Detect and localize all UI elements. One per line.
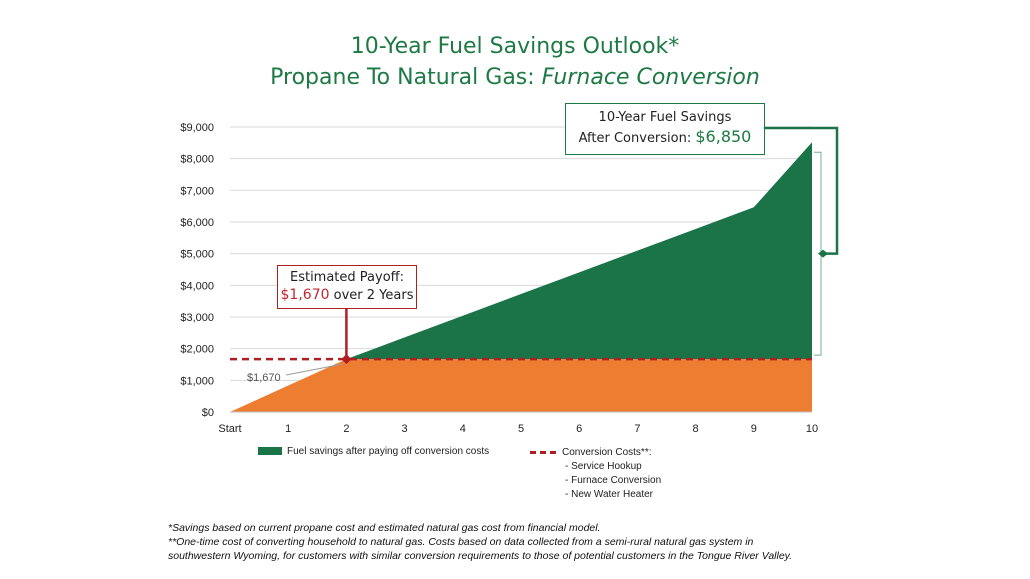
y-tick-label: $8,000 <box>180 154 214 166</box>
x-tick-label: 2 <box>343 423 349 435</box>
savings-callout-line1: 10-Year Fuel Savings <box>598 110 732 125</box>
x-tick-label: Start <box>218 423 241 435</box>
payoff-value-label: $1,670 <box>247 372 281 384</box>
payoff-amount: $1,670 <box>280 287 330 303</box>
legend-item-conversion-costs: Conversion Costs**: - Service Hookup - F… <box>530 446 661 502</box>
payoff-label-leader <box>285 363 343 376</box>
savings-connector-marker <box>818 249 828 258</box>
x-tick-label: 10 <box>806 423 818 435</box>
legend-subitem: - Service Hookup <box>565 461 642 472</box>
payoff-callout-line1: Estimated Payoff: <box>289 270 404 285</box>
x-tick-label: 3 <box>402 423 408 435</box>
footnotes: *Savings based on current propane cost a… <box>168 521 868 563</box>
footnote-3: southwestern Wyoming, for customers with… <box>168 550 793 562</box>
series-area-conversion-costs <box>230 359 812 412</box>
y-tick-label: $4,000 <box>180 280 214 292</box>
x-tick-label: 1 <box>285 423 291 435</box>
savings-callout-prefix: After Conversion: <box>578 131 696 146</box>
chart-title: 10-Year Fuel Savings Outlook* <box>350 34 680 59</box>
legend-subitem: - Furnace Conversion <box>565 475 662 486</box>
y-tick-label: $2,000 <box>180 344 214 356</box>
y-tick-label: $3,000 <box>180 312 214 324</box>
total-savings-callout: 10-Year Fuel Savings After Conversion: $… <box>565 103 765 155</box>
x-tick-label: 6 <box>576 423 582 435</box>
subtitle-italic: Furnace Conversion <box>541 65 760 90</box>
savings-callout-line2: After Conversion: $6,850 <box>566 127 764 146</box>
x-tick-label: 7 <box>634 423 640 435</box>
footnote-1: *Savings based on current propane cost a… <box>168 522 601 534</box>
chart-subtitle: Propane To Natural Gas: Furnace Conversi… <box>0 65 1030 90</box>
legend-subitem: - New Water Heater <box>565 489 653 500</box>
y-tick-label: $1,000 <box>180 375 214 387</box>
y-tick-label: $5,000 <box>180 249 214 261</box>
legend-item-fuel-savings: Fuel savings after paying off conversion… <box>258 446 489 457</box>
legend-swatch-green <box>258 447 282 456</box>
payoff-callout-line2: $1,670 over 2 Years <box>278 287 416 303</box>
savings-connector <box>764 126 839 255</box>
x-tick-label: 5 <box>518 423 524 435</box>
x-tick-label: 4 <box>460 423 466 435</box>
legend-dash-red <box>530 450 556 454</box>
savings-amount: $6,850 <box>695 127 752 146</box>
footnote-2: **One-time cost of converting household … <box>168 536 754 548</box>
payoff-callout: Estimated Payoff: $1,670 over 2 Years <box>277 265 417 309</box>
payoff-marker <box>341 354 352 365</box>
x-tick-label: 9 <box>751 423 757 435</box>
x-tick-label: 8 <box>693 423 699 435</box>
payoff-suffix: over 2 Years <box>329 288 414 303</box>
legend-label-fuel-savings: Fuel savings after paying off conversion… <box>287 446 490 457</box>
y-tick-label: $6,000 <box>180 217 214 229</box>
subtitle-prefix: Propane To Natural Gas: <box>270 65 542 90</box>
y-tick-label: $7,000 <box>180 185 214 197</box>
legend-label-conversion-costs: Conversion Costs**: <box>562 447 652 458</box>
y-tick-label: $0 <box>202 407 214 419</box>
y-tick-label: $9,000 <box>180 122 214 134</box>
series-area-fuel-savings <box>230 142 812 412</box>
